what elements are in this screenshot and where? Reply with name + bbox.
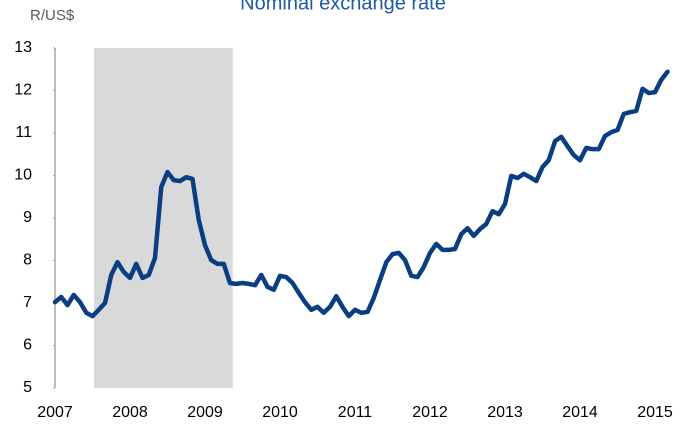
y-tick-label: 13 [14, 39, 32, 56]
y-tick-label: 11 [15, 124, 32, 141]
y-tick-label: 5 [23, 379, 32, 396]
x-tick-label: 2014 [562, 404, 598, 421]
y-tick-label: 6 [23, 337, 32, 354]
x-tick-label: 2011 [338, 404, 373, 421]
y-tick-label: 12 [14, 82, 32, 99]
data-line [52, 69, 670, 319]
x-tick-label: 2015 [637, 404, 673, 421]
y-tick-label: 8 [23, 252, 32, 269]
x-tick-label: 2009 [187, 404, 223, 421]
x-tick-label: 2013 [487, 404, 523, 421]
chart-title: Nominal exchange rate [240, 0, 446, 14]
y-tick-label: 9 [23, 209, 32, 226]
x-tick-label: 2007 [37, 404, 73, 421]
shaded-region [94, 48, 233, 388]
y-axis-label: R/US$ [30, 7, 75, 24]
y-tick-label: 7 [23, 294, 32, 311]
x-tick-label: 2010 [262, 404, 298, 421]
x-tick-label: 2012 [412, 404, 448, 421]
y-tick-label: 10 [14, 167, 32, 184]
x-tick-label: 2008 [112, 404, 148, 421]
